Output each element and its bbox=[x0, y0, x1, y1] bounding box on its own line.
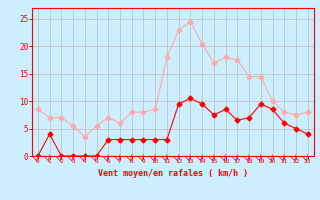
X-axis label: Vent moyen/en rafales ( km/h ): Vent moyen/en rafales ( km/h ) bbox=[98, 169, 248, 178]
